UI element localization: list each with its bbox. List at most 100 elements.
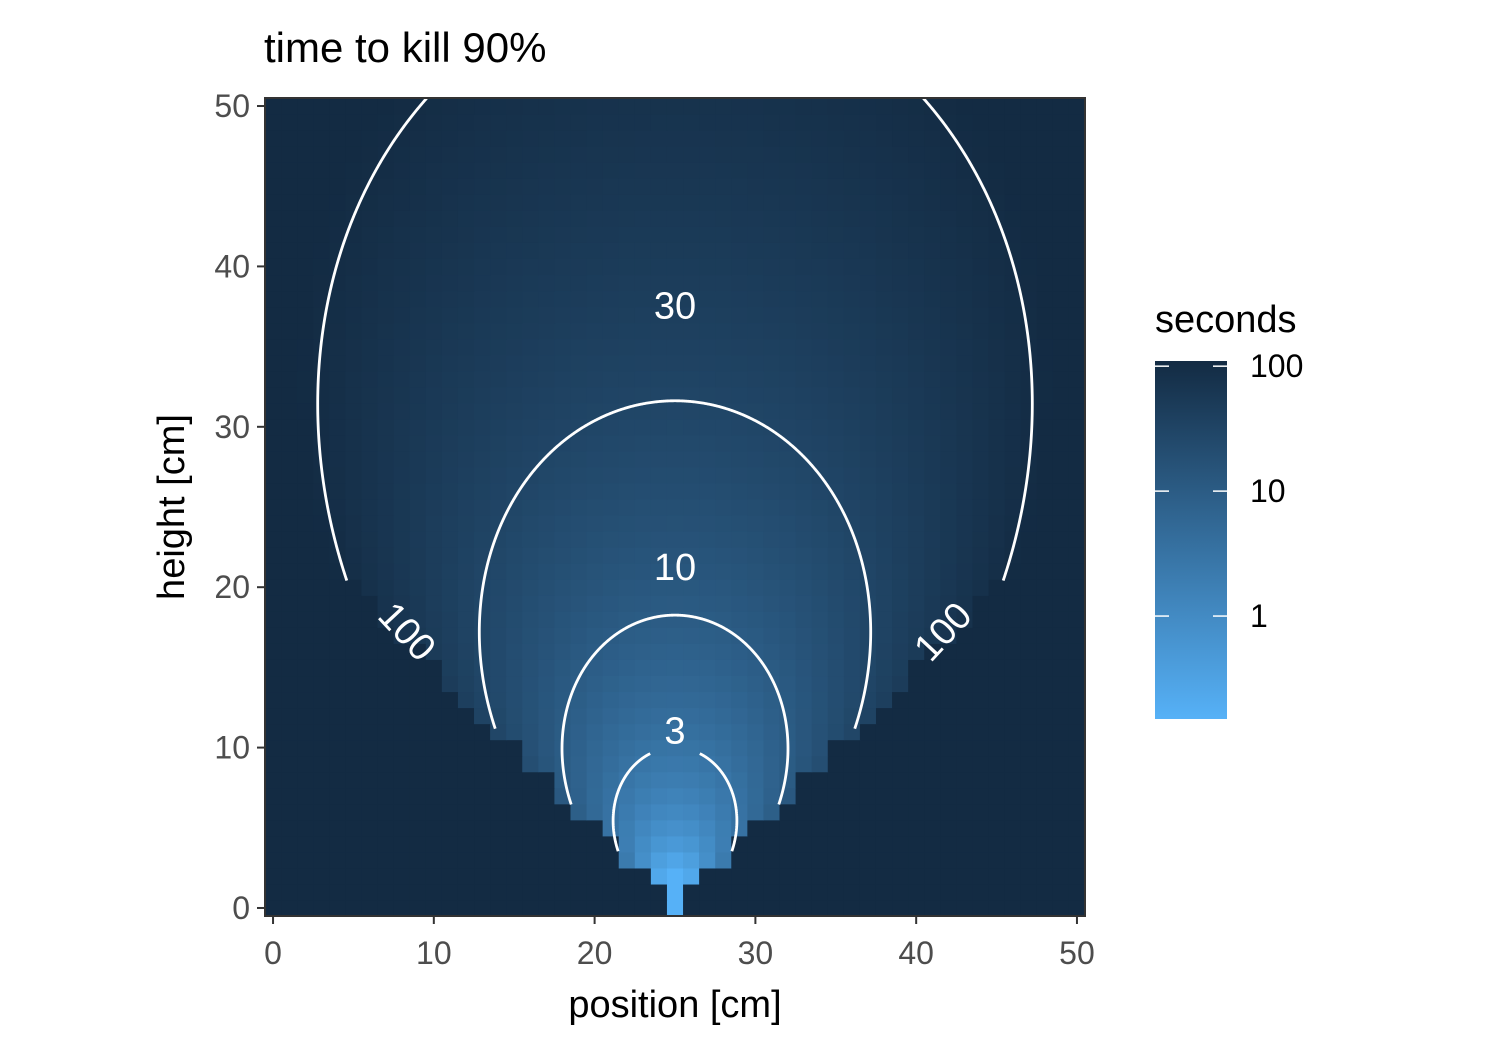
heatmap-cell [586, 707, 604, 725]
heatmap-cell [377, 434, 395, 452]
heatmap-cell [634, 130, 652, 147]
heatmap-cell [281, 771, 298, 789]
heatmap-cell [361, 723, 379, 741]
heatmap-cell [747, 595, 765, 612]
heatmap-cell [924, 418, 941, 436]
heatmap-cell [393, 386, 411, 404]
heatmap-cell [345, 515, 363, 532]
heatmap-cell [634, 643, 652, 660]
heatmap-cell [715, 386, 732, 404]
heatmap-cell [618, 899, 636, 917]
heatmap-cell [490, 146, 507, 163]
heatmap-cell [409, 659, 427, 677]
heatmap-cell [297, 659, 314, 677]
heatmap-cell [457, 482, 475, 500]
heatmap-cell [329, 434, 346, 452]
heatmap-cell [827, 643, 845, 660]
heatmap-cell [538, 739, 556, 757]
heatmap-cell [747, 771, 765, 789]
heatmap-cell [474, 675, 491, 693]
heatmap-cell [474, 771, 491, 789]
heatmap-cell [699, 835, 716, 853]
heatmap-cell [554, 819, 572, 837]
heatmap-cell [892, 402, 909, 420]
heatmap-cell [699, 675, 716, 693]
heatmap-cell [474, 739, 491, 757]
heatmap-cell [490, 450, 507, 468]
heatmap-cell [490, 627, 507, 644]
heatmap-cell [329, 146, 346, 163]
heatmap-cell [843, 611, 861, 628]
heatmap-cell [425, 370, 443, 388]
heatmap-cell [763, 595, 781, 612]
heatmap-cell [1052, 274, 1070, 292]
heatmap-cell [345, 611, 363, 628]
heatmap-cell [425, 290, 443, 308]
x-axis-title: position [cm] [568, 984, 781, 1026]
heatmap-cell [811, 434, 829, 452]
heatmap-cell [843, 354, 861, 372]
heatmap-cell [908, 482, 925, 500]
heatmap-cell [1020, 210, 1038, 227]
heatmap-cell [361, 130, 379, 147]
heatmap-cell [281, 226, 298, 243]
heatmap-cell [586, 242, 604, 259]
heatmap-cell [763, 579, 781, 596]
heatmap-cell [940, 819, 957, 837]
heatmap-cell [538, 194, 556, 211]
heatmap-cell [699, 322, 716, 340]
heatmap-cell [281, 563, 298, 580]
heatmap-cell [683, 114, 700, 131]
heatmap-cell [731, 755, 748, 773]
heatmap-cell [972, 563, 990, 580]
heatmap-cell [779, 611, 797, 628]
heatmap-cell [924, 210, 941, 227]
heatmap-cell [377, 178, 395, 195]
heatmap-cell [699, 146, 716, 163]
heatmap-cell [988, 466, 1006, 484]
heatmap-cell [618, 819, 636, 837]
heatmap-cell [683, 675, 700, 693]
heatmap-cell [441, 787, 459, 805]
heatmap-cell [747, 322, 765, 340]
heatmap-cell [908, 547, 925, 564]
heatmap-cell [1020, 691, 1038, 709]
heatmap-cell [875, 659, 893, 677]
heatmap-cell [731, 226, 748, 243]
heatmap-cell [1004, 354, 1022, 372]
heatmap-cell [859, 515, 877, 532]
heatmap-cell [457, 306, 475, 324]
heatmap-cell [1036, 274, 1054, 292]
heatmap-cell [924, 114, 941, 131]
heatmap-cell [554, 899, 572, 917]
heatmap-cell [988, 883, 1006, 901]
heatmap-cell [457, 226, 475, 243]
heatmap-cell [859, 178, 877, 195]
heatmap-cell [924, 771, 941, 789]
heatmap-cell [377, 498, 395, 516]
heatmap-cell [875, 627, 893, 644]
heatmap-cell [650, 146, 668, 163]
heatmap-cell [490, 434, 507, 452]
heatmap-cell [361, 611, 379, 628]
heatmap-cell [506, 242, 523, 259]
heatmap-cell [586, 498, 604, 516]
heatmap-cell [843, 274, 861, 292]
heatmap-cell [313, 787, 330, 805]
heatmap-cell [1036, 883, 1054, 901]
heatmap-cell [425, 98, 443, 115]
heatmap-cell [699, 290, 716, 308]
heatmap-cell [924, 498, 941, 516]
heatmap-cell [908, 707, 925, 725]
heatmap-cell [538, 819, 556, 837]
heatmap-cell [457, 787, 475, 805]
heatmap-cell [297, 354, 314, 372]
heatmap-cell [811, 482, 829, 500]
heatmap-cell [377, 466, 395, 484]
heatmap-cell [843, 322, 861, 340]
heatmap-cell [875, 803, 893, 821]
heatmap-cell [811, 306, 829, 324]
heatmap-cell [586, 563, 604, 580]
heatmap-cell [457, 547, 475, 564]
heatmap-cell [875, 434, 893, 452]
